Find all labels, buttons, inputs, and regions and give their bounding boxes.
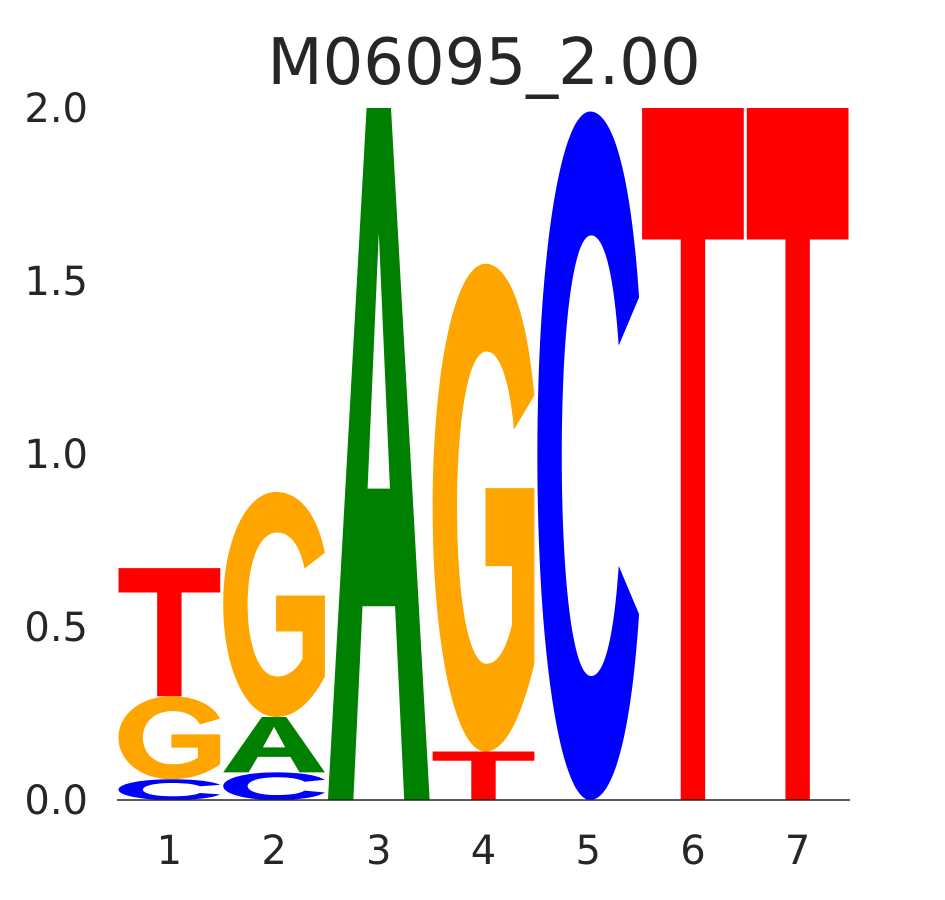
- letter-g-pos2: [223, 492, 325, 717]
- x-tick-label: 6: [680, 828, 705, 874]
- y-tick-label: 1.5: [24, 259, 88, 305]
- y-tick-label: 0.0: [24, 778, 88, 824]
- letter-a-pos3: [327, 108, 430, 800]
- y-tick-label: 1.0: [24, 432, 88, 478]
- letter-t-pos4: [432, 751, 535, 800]
- y-tick-label: 2.0: [24, 86, 88, 132]
- x-tick-label: 1: [157, 828, 182, 874]
- x-axis: 1 2 3 4 5 6 7: [157, 828, 811, 874]
- logo-letters: [118, 108, 849, 800]
- letter-g-pos1: [118, 696, 221, 780]
- letter-c-pos5: [537, 111, 640, 800]
- x-tick-label: 5: [575, 828, 600, 874]
- letter-c-pos2: [223, 772, 325, 800]
- letter-g-pos4: [432, 263, 535, 752]
- letter-t-pos6: [642, 108, 744, 800]
- y-axis: 0.0 0.5 1.0 1.5 2.0: [24, 86, 88, 824]
- x-tick-label: 3: [366, 828, 391, 874]
- x-tick-label: 4: [471, 828, 496, 874]
- letter-t-pos7: [746, 108, 849, 800]
- x-tick-label: 2: [261, 828, 286, 874]
- letter-t-pos1: [118, 568, 221, 697]
- x-tick-label: 7: [785, 828, 810, 874]
- letter-a-pos2: [223, 716, 325, 773]
- letter-c-pos1: [118, 779, 221, 800]
- y-tick-label: 0.5: [24, 605, 88, 651]
- chart-title: M06095_2.00: [267, 26, 700, 100]
